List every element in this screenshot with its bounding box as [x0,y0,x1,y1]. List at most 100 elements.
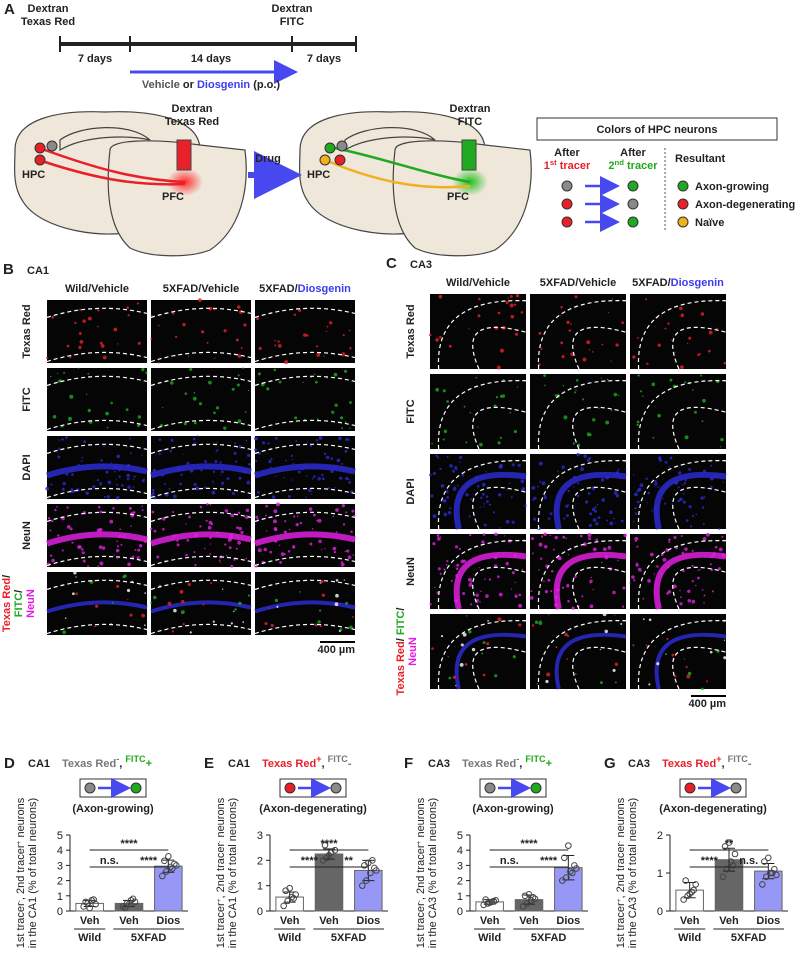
signal [57,455,61,459]
signal [721,553,726,558]
row-label-part: / [395,635,407,641]
signal [66,525,71,529]
signal [502,378,505,381]
signal [497,617,502,622]
y-tick-label: 1 [57,891,63,903]
data-point [321,841,329,849]
signal [212,480,214,483]
bar [314,853,344,912]
signal [493,555,498,560]
signal [432,542,436,546]
signal [240,346,243,349]
group-label: Wild [278,932,301,944]
signal [87,372,90,375]
data-point [769,869,776,877]
signal [63,371,66,374]
signal [132,486,135,489]
signal [711,590,714,593]
signal [221,481,225,485]
signal [346,549,350,553]
signal [430,494,434,498]
region-outline [437,460,527,530]
signal [446,560,449,563]
data-point [286,884,293,892]
signal [228,546,232,550]
signal [57,447,61,450]
signal [274,344,277,347]
signal [486,642,490,646]
y-tick-label: 1 [657,868,663,880]
signal [265,357,267,359]
legend-header-part: tracer [557,160,591,172]
signal [160,473,165,477]
signal [334,487,336,489]
signal [679,602,683,606]
signal [345,437,349,442]
chart-subtitle: (Axon-degenerating) [659,803,767,815]
signal [701,420,704,423]
signal [672,584,677,589]
signal [639,483,644,488]
signal [436,534,440,537]
data-point [129,895,137,903]
signal [115,496,120,500]
signal [686,342,689,344]
region-outline [46,351,148,363]
row-label: FITC/ [13,590,25,618]
condition-label-part: - [116,754,119,764]
injection-label: Dextran [172,103,213,115]
group-label: Wild [478,932,501,944]
signal [652,436,655,439]
signal [344,449,348,453]
signal [606,519,609,522]
condition-label-part: - [748,758,752,770]
condition-label: Texas Red+, FITC- [262,754,352,770]
signal [338,436,342,441]
y-axis-label-part: in the CA3 (% of total neurons) [627,798,639,948]
signal [702,398,706,403]
signal [662,557,667,562]
signal [162,406,164,409]
significance-label: n.s. [739,855,758,867]
signal [455,684,457,687]
data-point [367,869,374,877]
signal [587,533,592,538]
signal [319,625,322,628]
signal [87,534,89,536]
y-axis-label-part: - [616,841,623,843]
signal [323,355,325,357]
signal [442,389,446,393]
signal [234,608,237,611]
row-label-part: / [13,590,25,593]
signal [469,533,472,537]
signal [655,515,659,519]
signal [443,568,446,571]
micrograph [530,614,626,689]
signal [579,534,583,538]
y-tick-label: 0 [57,906,63,918]
neuron-dot [284,782,296,794]
signal [92,485,96,489]
signal [340,562,345,567]
signal [549,512,553,516]
signal [592,518,597,522]
region-outline [437,620,527,690]
signal [157,361,160,364]
signal [582,357,587,362]
signal [684,479,687,482]
signal [613,491,618,495]
signal [180,610,185,615]
row-label: Texas Red [405,304,417,358]
y-axis-label: 1st tracer+, 2nd tracer- neurons [215,797,227,948]
signal [87,408,91,413]
signal [452,469,456,473]
signal [605,420,610,425]
panel-label: G [604,755,616,772]
signal [590,576,593,579]
signal [563,415,568,420]
signal [274,475,277,477]
signal [224,509,229,513]
signal [185,523,187,525]
signal [536,683,538,685]
